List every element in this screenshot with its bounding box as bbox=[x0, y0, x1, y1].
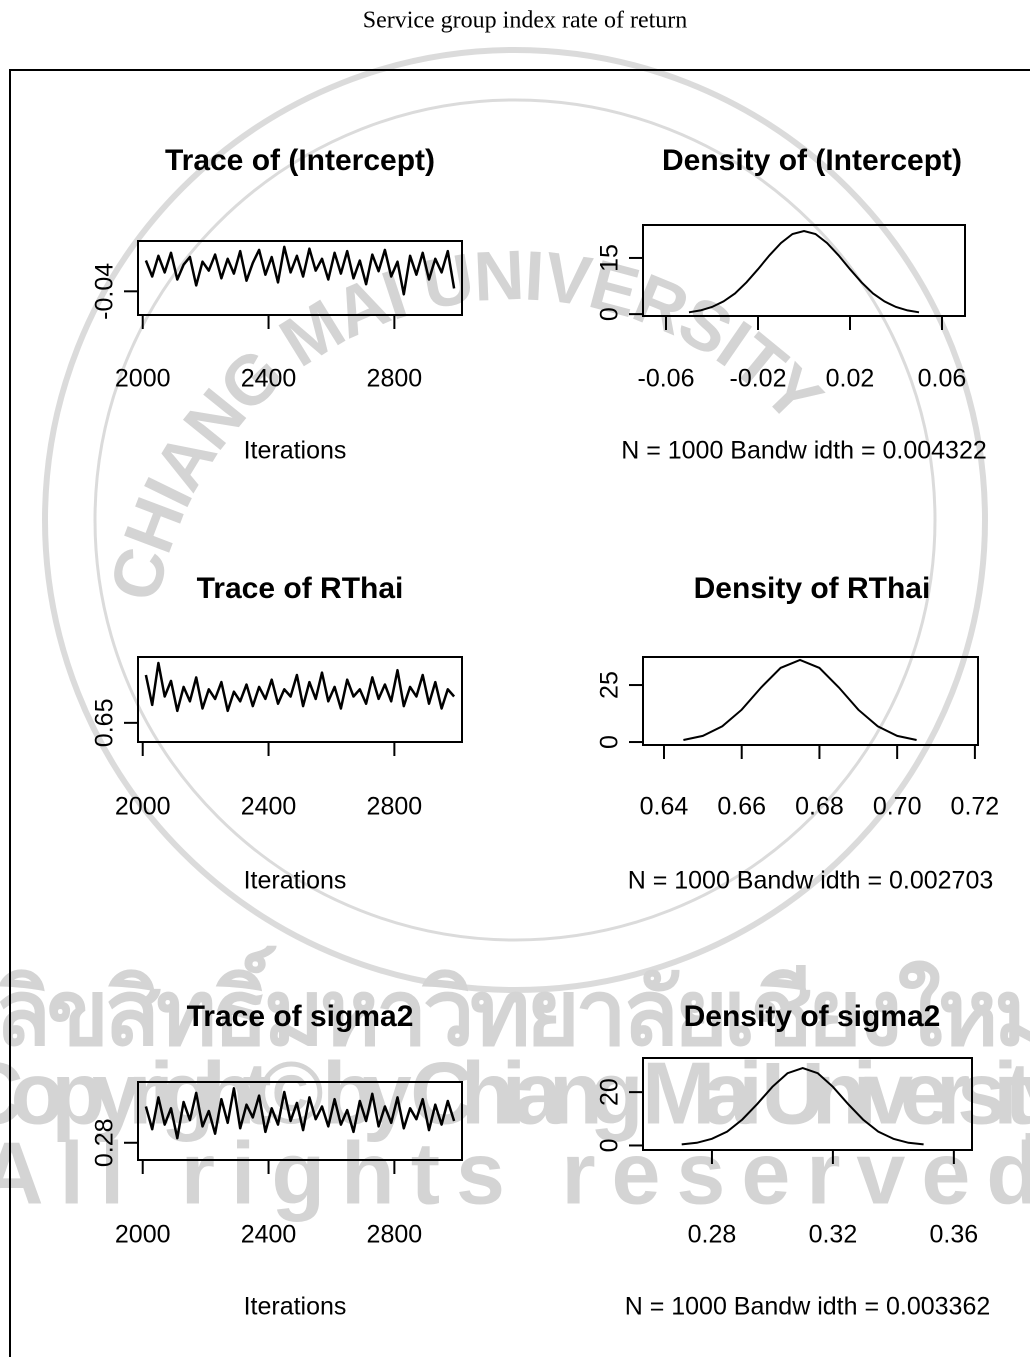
plot-box bbox=[642, 1057, 973, 1151]
x-axis-label: Iterations bbox=[244, 437, 347, 465]
density-line bbox=[683, 658, 917, 741]
trace-line bbox=[144, 1087, 456, 1140]
x-tick-label: 0.64 bbox=[640, 793, 689, 821]
logo-ring bbox=[42, 47, 988, 993]
x-tick-label: 0.32 bbox=[809, 1221, 858, 1249]
y-tick-label: 25 bbox=[596, 671, 624, 699]
y-tick-label: 0.65 bbox=[91, 699, 119, 748]
x-axis-label: N = 1000 Bandw idth = 0.002703 bbox=[628, 867, 994, 895]
trace-line bbox=[144, 245, 456, 296]
y-tick-label: -0.04 bbox=[91, 263, 119, 320]
x-tick-label: 2400 bbox=[241, 793, 297, 821]
logo-ring bbox=[93, 98, 937, 942]
x-tick-label: 0.72 bbox=[951, 793, 1000, 821]
x-tick-label: -0.02 bbox=[730, 365, 787, 393]
plot-box bbox=[137, 240, 463, 316]
page-title: Service group index rate of return bbox=[363, 8, 688, 34]
panel-title: Trace of (Intercept) bbox=[165, 144, 435, 177]
density-line bbox=[688, 229, 920, 314]
plot-box bbox=[642, 656, 979, 746]
x-tick-label: 2800 bbox=[367, 365, 423, 393]
watermark-text: ลิขสิทธิ์มหาวิทยาลัยเชียงใหม่ bbox=[0, 944, 1030, 1064]
panel-title: Trace of RThai bbox=[197, 572, 404, 605]
x-tick-label: 2000 bbox=[115, 793, 171, 821]
y-tick-label: 20 bbox=[596, 1078, 624, 1106]
panel-title: Density of (Intercept) bbox=[662, 144, 962, 177]
x-tick-label: 0.28 bbox=[688, 1221, 737, 1249]
x-tick-label: 2400 bbox=[241, 1221, 297, 1249]
panel-title: Trace of sigma2 bbox=[187, 1000, 414, 1033]
x-tick-label: 2800 bbox=[367, 793, 423, 821]
plot-box bbox=[137, 1081, 463, 1161]
x-tick-label: 0.02 bbox=[826, 365, 875, 393]
x-axis-label: Iterations bbox=[244, 867, 347, 895]
x-tick-label: 2000 bbox=[115, 365, 171, 393]
x-axis-label: N = 1000 Bandw idth = 0.004322 bbox=[621, 437, 987, 465]
y-tick-label: 0 bbox=[596, 307, 624, 321]
x-axis-label: N = 1000 Bandw idth = 0.003362 bbox=[625, 1293, 991, 1321]
panel-title: Density of sigma2 bbox=[684, 1000, 941, 1033]
x-tick-label: 2400 bbox=[241, 365, 297, 393]
x-tick-label: -0.06 bbox=[638, 365, 695, 393]
x-tick-label: 0.68 bbox=[795, 793, 844, 821]
watermark-ring-text: CHIANG MAI UNIVERSITY bbox=[96, 236, 837, 607]
x-tick-label: 0.70 bbox=[873, 793, 922, 821]
x-tick-label: 0.06 bbox=[918, 365, 967, 393]
plot-box bbox=[642, 224, 966, 317]
y-tick-label: 15 bbox=[596, 244, 624, 272]
y-tick-label: 0 bbox=[596, 735, 624, 749]
x-tick-label: 0.36 bbox=[930, 1221, 979, 1249]
x-tick-label: 2800 bbox=[367, 1221, 423, 1249]
y-tick-label: 0.28 bbox=[91, 1118, 119, 1167]
y-tick-label: 0 bbox=[596, 1139, 624, 1153]
x-tick-label: 0.66 bbox=[717, 793, 766, 821]
watermark-text: CHIANG MAI UNIVERSITY bbox=[96, 236, 837, 607]
plot-box bbox=[137, 656, 463, 743]
watermark-text: Copyright© by Chiang Mai University bbox=[0, 1043, 1030, 1142]
x-axis-label: Iterations bbox=[244, 1293, 347, 1321]
x-tick-label: 2000 bbox=[115, 1221, 171, 1249]
frame bbox=[9, 69, 1030, 1357]
trace-line bbox=[144, 661, 456, 713]
density-line bbox=[681, 1067, 924, 1146]
panel-title: Density of RThai bbox=[694, 572, 931, 605]
watermark-text: All rights reserved bbox=[0, 1123, 1030, 1222]
